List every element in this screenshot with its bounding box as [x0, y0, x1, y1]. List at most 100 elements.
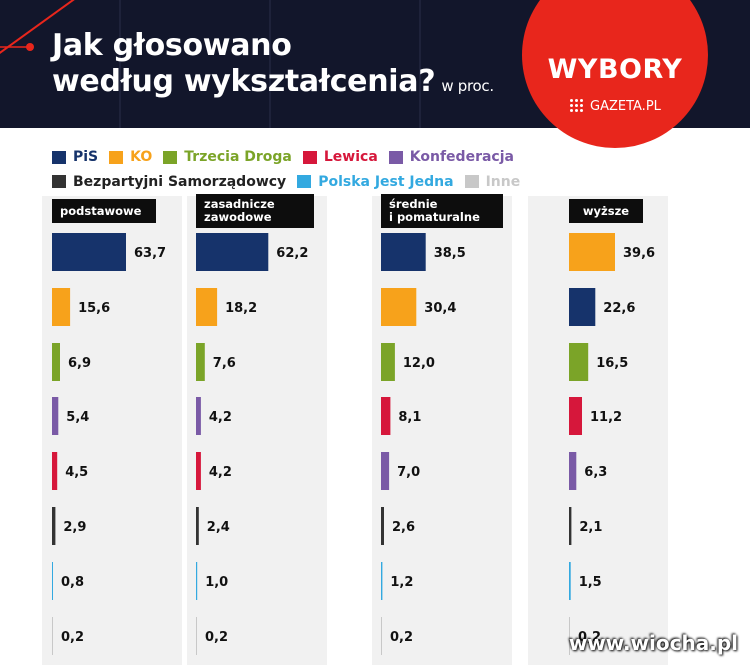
- bar: [381, 233, 426, 271]
- legend-label: Polska Jest Jedna: [318, 173, 454, 190]
- data-label: 22,6: [603, 301, 635, 316]
- bar: [196, 233, 269, 271]
- title-unit: w proc.: [441, 77, 494, 95]
- category-label-line: i pomaturalne: [389, 210, 480, 224]
- header-decoration: [0, 0, 421, 128]
- bar: [569, 562, 571, 600]
- data-label: 1,0: [205, 575, 228, 590]
- badge-title: WYBORY: [547, 54, 683, 85]
- legend-item: Bezpartyjni Samorządowcy: [52, 171, 286, 193]
- legend-label: Trzecia Droga: [184, 149, 292, 165]
- bar: [196, 288, 218, 326]
- column-background: [187, 196, 327, 665]
- badge-brand: GAZETA.PL: [590, 99, 661, 114]
- page-title: Jak głosowano według wykształcenia? w pro…: [52, 28, 494, 104]
- data-label: 1,5: [579, 575, 602, 590]
- legend-label: KO: [130, 149, 153, 165]
- bar: [52, 507, 56, 545]
- bar: [569, 397, 582, 435]
- data-label: 0,2: [578, 630, 601, 645]
- data-label: 6,3: [584, 465, 607, 480]
- bar: [569, 452, 577, 490]
- title-line-1: Jak głosowano: [52, 28, 292, 63]
- category-label-line: zasadnicze: [204, 197, 275, 211]
- chart-legend: PiS KO Trzecia Droga Lewica Konfederacja Bezp…: [52, 146, 532, 195]
- data-label: 1,2: [390, 575, 413, 590]
- data-label: 2,9: [63, 520, 86, 535]
- wybory-badge: WYBORY GAZETA.PL: [522, 0, 708, 148]
- category-label: średnie i pomaturalne: [381, 194, 503, 228]
- bar: [381, 452, 390, 490]
- category-label-line: średnie: [389, 197, 438, 211]
- bar: [569, 617, 570, 655]
- bar: [381, 507, 384, 545]
- data-label: 4,2: [209, 465, 232, 480]
- bar: [196, 562, 198, 600]
- legend-item: Trzecia Droga: [163, 146, 292, 168]
- bar: [196, 617, 197, 655]
- data-label: 8,1: [398, 410, 421, 425]
- legend-swatch: [297, 175, 312, 188]
- bar: [381, 617, 382, 655]
- data-label: 38,5: [434, 246, 466, 261]
- data-label: 11,2: [590, 410, 622, 425]
- data-label: 0,8: [61, 575, 84, 590]
- data-label: 0,2: [61, 630, 84, 645]
- legend-item: PiS: [52, 146, 98, 168]
- data-label: 7,0: [397, 465, 420, 480]
- bar: [381, 562, 383, 600]
- legend-swatch: [464, 175, 479, 188]
- data-label: 4,5: [65, 465, 88, 480]
- data-label: 18,2: [225, 301, 257, 316]
- data-label: 6,9: [68, 356, 91, 371]
- legend-swatch: [52, 175, 66, 188]
- bar: [52, 397, 59, 435]
- category-label-line: podstawowe: [60, 204, 142, 218]
- bar: [52, 452, 58, 490]
- legend-item: Lewica: [302, 146, 378, 168]
- data-label: 0,2: [205, 630, 228, 645]
- data-label: 5,4: [66, 410, 89, 425]
- bar: [52, 233, 126, 271]
- data-label: 4,2: [209, 410, 232, 425]
- data-label: 0,2: [390, 630, 413, 645]
- data-label: 2,4: [207, 520, 230, 535]
- data-label: 12,0: [403, 356, 435, 371]
- bar: [52, 562, 53, 600]
- legend-label: Konfederacja: [409, 149, 514, 165]
- legend-item: KO: [109, 146, 152, 168]
- legend-swatch: [109, 150, 124, 164]
- legend-item: Inne: [464, 171, 520, 193]
- column-background: [42, 196, 182, 665]
- bar: [196, 507, 199, 545]
- data-label: 16,5: [596, 356, 628, 371]
- legend-item: Polska Jest Jedna: [297, 171, 454, 193]
- legend-item: Konfederacja: [388, 146, 514, 168]
- title-line-2: według wykształcenia?: [52, 64, 436, 99]
- bar: [52, 343, 60, 381]
- gazeta-logo-icon: [570, 99, 584, 113]
- category-label: zasadnicze zawodowe: [196, 194, 314, 228]
- data-label: 2,1: [579, 520, 602, 535]
- data-label: 2,6: [392, 520, 415, 535]
- legend-label: PiS: [73, 149, 99, 165]
- bar: [196, 397, 201, 435]
- legend-swatch: [52, 150, 66, 164]
- category-label: podstawowe: [52, 199, 156, 223]
- category-label-line: zawodowe: [204, 210, 272, 224]
- data-label: 63,7: [134, 246, 166, 261]
- watermark: www.wiocha.pl: [568, 631, 738, 655]
- data-label: 62,2: [276, 246, 308, 261]
- bar: [569, 288, 596, 326]
- bar: [569, 233, 615, 271]
- bar: [381, 343, 395, 381]
- legend-label: Bezpartyjni Samorządowcy: [73, 173, 287, 190]
- bar: [196, 343, 205, 381]
- bar: [569, 507, 572, 545]
- legend-swatch: [163, 150, 178, 164]
- legend-label: Lewica: [323, 149, 378, 165]
- data-label: 39,6: [623, 246, 655, 261]
- bar: [196, 452, 201, 490]
- bar: [381, 288, 417, 326]
